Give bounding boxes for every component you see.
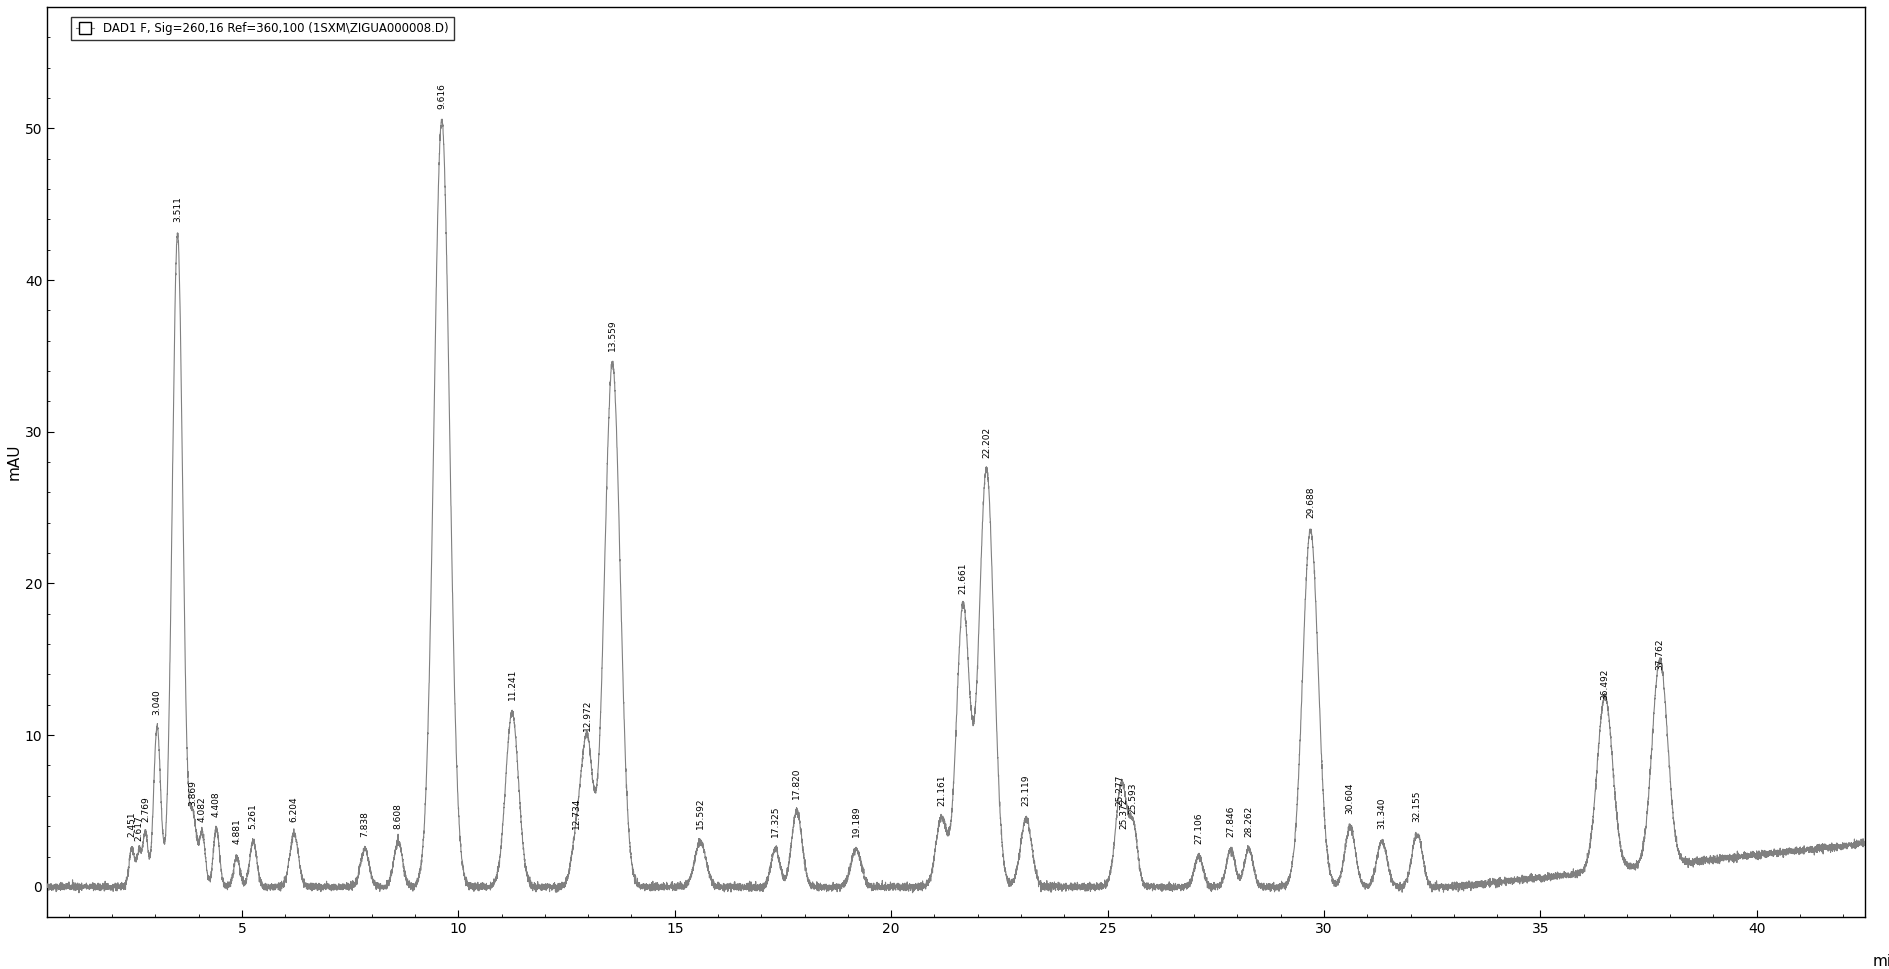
Text: 32.155: 32.155 [1411,790,1421,822]
Text: 22.202: 22.202 [982,426,990,457]
Text: 28.262: 28.262 [1243,805,1252,837]
Text: 2.451: 2.451 [127,811,136,837]
Text: 25.593: 25.593 [1128,783,1137,814]
Text: 21.161: 21.161 [937,775,944,806]
Text: 7.838: 7.838 [361,811,368,837]
Text: 36.492: 36.492 [1600,669,1609,701]
Text: 3.869: 3.869 [189,781,198,806]
Text: 4.881: 4.881 [232,819,242,844]
Text: 25.372: 25.372 [1118,797,1128,829]
Text: 11.241: 11.241 [508,669,516,701]
Text: 17.325: 17.325 [771,805,780,837]
Text: 25.277: 25.277 [1115,775,1124,806]
Text: 2.769: 2.769 [142,796,149,822]
Text: 6.204: 6.204 [289,796,298,822]
Text: 27.106: 27.106 [1194,813,1203,844]
Text: 23.119: 23.119 [1022,775,1030,806]
Y-axis label: mAU: mAU [8,444,23,481]
Text: 15.592: 15.592 [695,797,705,829]
Text: 12.734: 12.734 [572,797,582,829]
Legend: DAD1 F, Sig=260,16 Ref=360,100 (1SXM\ZIGUA000008.D): DAD1 F, Sig=260,16 Ref=360,100 (1SXM\ZIG… [72,17,453,40]
Text: 27.846: 27.846 [1226,805,1235,837]
Text: 31.340: 31.340 [1377,797,1387,829]
Text: 37.762: 37.762 [1655,639,1664,670]
Text: 8.608: 8.608 [393,803,402,829]
Text: 12.972: 12.972 [582,700,591,731]
Text: 17.820: 17.820 [791,767,801,798]
Text: 29.688: 29.688 [1305,486,1315,518]
Text: 5.261: 5.261 [249,803,257,829]
Text: 9.616: 9.616 [436,82,446,109]
Text: 2.617: 2.617 [134,816,144,841]
Text: 3.040: 3.040 [153,690,162,715]
Text: 19.189: 19.189 [852,805,859,837]
X-axis label: min: min [1872,953,1889,969]
Text: 30.604: 30.604 [1345,783,1354,814]
Text: 4.082: 4.082 [198,796,206,822]
Text: 3.511: 3.511 [174,197,181,222]
Text: 13.559: 13.559 [608,320,616,352]
Text: 4.408: 4.408 [212,792,221,817]
Text: 21.661: 21.661 [958,563,967,594]
